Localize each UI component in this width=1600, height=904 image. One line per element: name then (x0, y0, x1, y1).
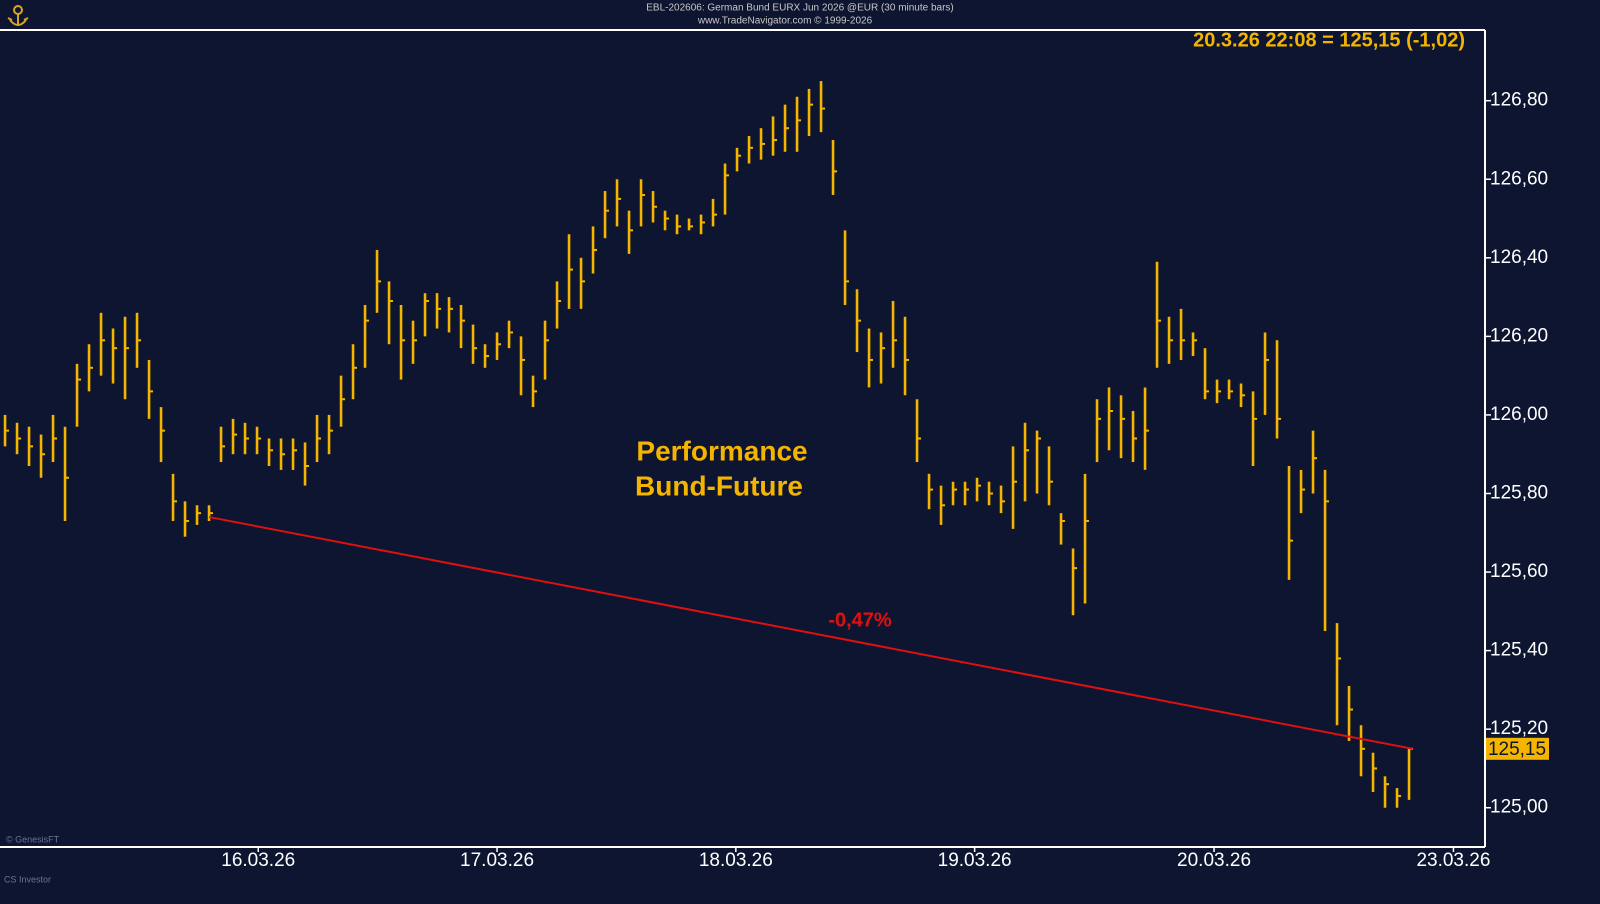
y-tick-label: 125,40 (1490, 640, 1548, 661)
x-tick-label: 17.03.26 (460, 850, 534, 871)
y-tick-label: 125,60 (1490, 561, 1548, 582)
footer-text: CS Investor (4, 874, 51, 884)
y-tick-label: 126,80 (1490, 90, 1548, 111)
x-tick-label: 23.03.26 (1416, 850, 1490, 871)
y-tick-label: 125,00 (1490, 797, 1548, 818)
header-label: 20.3.26 22:08 = 125,15 (-1,02) (1193, 29, 1465, 51)
x-tick-label: 16.03.26 (221, 850, 295, 871)
y-tick-label: 126,60 (1490, 168, 1548, 189)
y-tick-label: 126,20 (1490, 325, 1548, 346)
last-price-label: 125,15 (1488, 739, 1546, 760)
y-tick-label: 126,40 (1490, 247, 1548, 268)
x-tick-label: 20.03.26 (1177, 850, 1251, 871)
logo (7, 5, 29, 26)
y-tick-label: 125,20 (1490, 718, 1548, 739)
trend-line (208, 516, 1413, 750)
y-tick-label: 126,00 (1490, 404, 1548, 425)
x-tick-label: 18.03.26 (699, 850, 773, 871)
x-tick-label: 19.03.26 (938, 850, 1012, 871)
annotation: Bund-Future (635, 470, 803, 501)
annotation: Performance (636, 435, 807, 466)
last-price-box (1486, 737, 1549, 760)
chart-subtitle: www.TradeNavigator.com © 1999-2026 (697, 16, 873, 27)
y-tick-label: 125,80 (1490, 483, 1548, 504)
chart-title: EBL-202606: German Bund EURX Jun 2026 @E… (646, 3, 954, 14)
trend-label: -0,47% (828, 609, 892, 631)
footer-text: © GenesisFT (6, 834, 60, 844)
